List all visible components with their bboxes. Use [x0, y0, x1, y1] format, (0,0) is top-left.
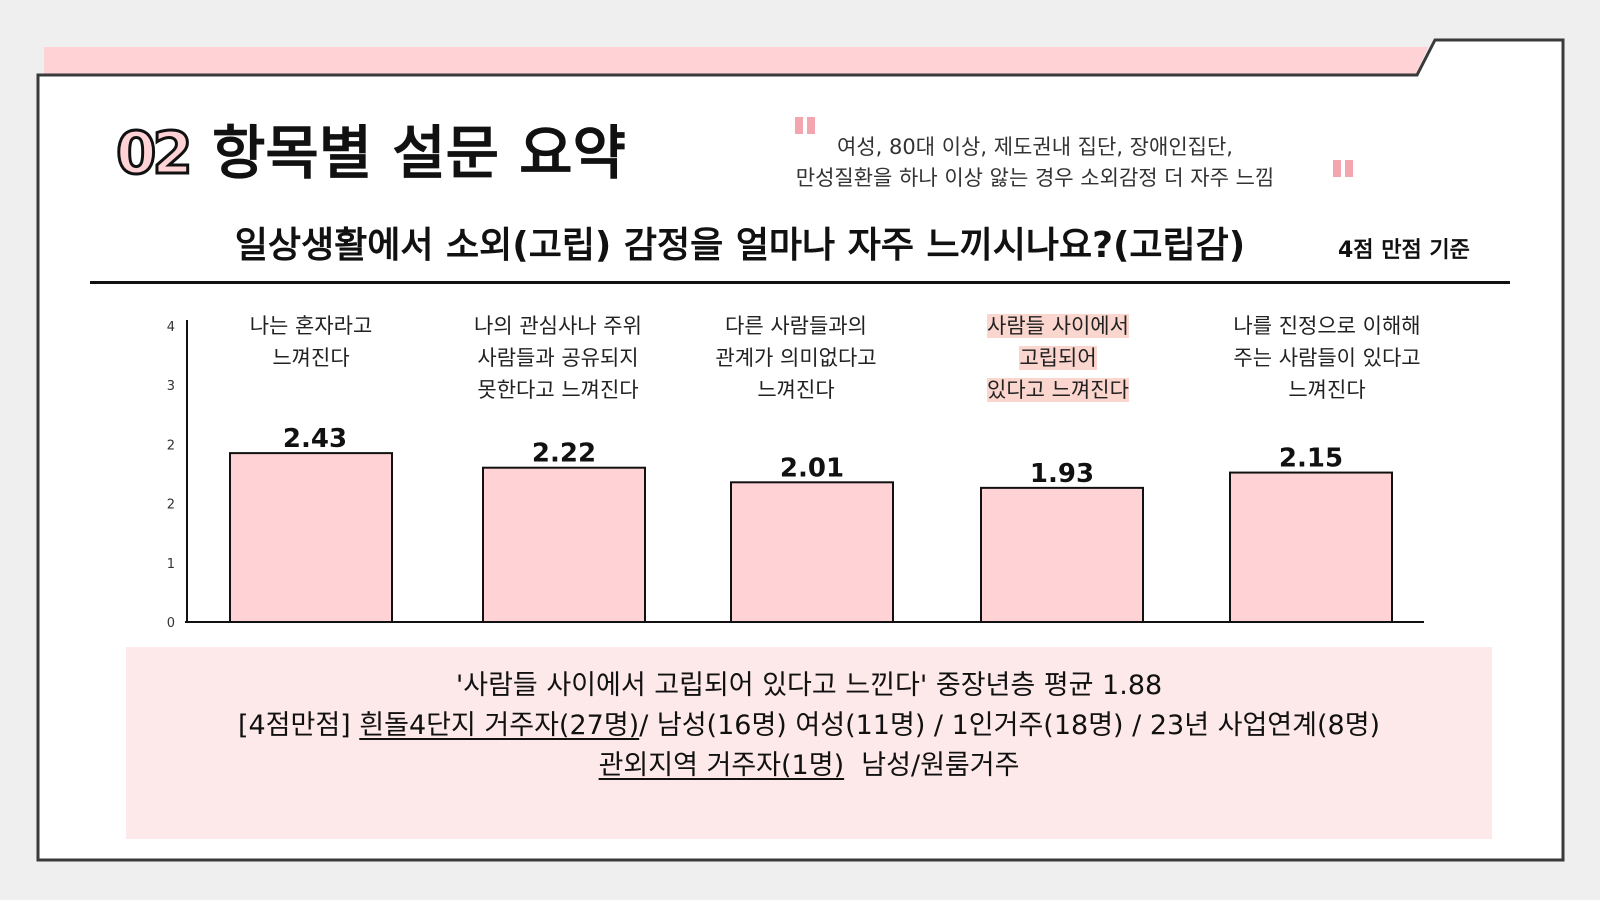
note-line-2: [4점만점] 흰돌4단지 거주자(27명)/ 남성(16명) 여성(11명) /…: [126, 706, 1492, 746]
category-label-line: 느껴진다: [757, 378, 835, 402]
y-tick-label: 4: [167, 320, 175, 335]
quote-line: 만성질환을 하나 이상 앓는 경우 소외감정 더 자주 느낌: [795, 166, 1275, 190]
note-prefix: [4점만점]: [237, 710, 360, 741]
note-underlined: 흰돌4단지 거주자(27명): [359, 710, 640, 741]
note-box: [126, 647, 1492, 839]
summary-quote: 여성, 80대 이상, 제도권내 집단, 장애인집단, 만성질환을 하나 이상 …: [740, 132, 1330, 194]
category-label-line: 나를 진정으로 이해해: [1233, 314, 1421, 338]
quote-close-mark: [1345, 160, 1353, 177]
page-title: 항목별 설문 요약: [212, 119, 626, 187]
y-tick-label: 1: [167, 557, 175, 572]
category-label-line: 느껴진다: [272, 346, 350, 370]
note-line-3: 관외지역 거주자(1명) 남성/원룸거주: [126, 746, 1492, 786]
category-label-highlighted: 사람들 사이에서 고립되어 있다고 느껴진다: [938, 310, 1178, 406]
section-number: 02: [115, 118, 195, 189]
category-label-line: 주는 사람들이 있다고: [1233, 346, 1421, 370]
note-detail: 남성/원룸거주: [844, 750, 1020, 781]
y-tick-label: 3: [167, 379, 175, 394]
category-label: 나를 진정으로 이해해 주는 사람들이 있다고 느껴진다: [1207, 310, 1447, 406]
bar-value-label: 2.15: [1279, 444, 1343, 474]
category-label-line: 사람들 사이에서: [987, 314, 1129, 338]
survey-question: 일상생활에서 소외(고립) 감정을 얼마나 자주 느끼시나요?(고립감): [234, 225, 1246, 266]
category-label: 나는 혼자라고 느껴진다: [191, 310, 431, 374]
bar-value-label: 2.22: [532, 439, 596, 469]
quote-line: 여성, 80대 이상, 제도권내 집단, 장애인집단,: [837, 135, 1233, 159]
y-tick-label: 2: [167, 498, 175, 513]
note-underlined: 관외지역 거주자(1명): [598, 750, 845, 781]
quote-open-mark: [795, 117, 803, 134]
category-label-line: 관계가 의미없다고: [715, 346, 877, 370]
bar: [482, 466, 646, 623]
category-label-line: 사람들과 공유되지: [477, 346, 639, 370]
accent-strip: [44, 47, 1428, 75]
category-label-line: 있다고 느껴진다: [987, 378, 1129, 402]
quote-close-mark: [1333, 160, 1341, 177]
y-tick-label: 0: [167, 616, 175, 631]
note-line-1: '사람들 사이에서 고립되어 있다고 느낀다' 중장년층 평균 1.88: [455, 670, 1163, 701]
bar-value-label: 2.43: [283, 424, 347, 454]
category-label-line: 못한다고 느껴진다: [477, 378, 639, 402]
score-basis: 4점 만점 기준: [1338, 238, 1470, 263]
bar-value-label: 1.93: [1030, 459, 1094, 489]
category-label-line: 나는 혼자라고: [249, 314, 373, 338]
category-label-line: 느껴진다: [1288, 378, 1366, 402]
category-label-line: 고립되어: [1019, 346, 1097, 370]
category-label: 다른 사람들과의 관계가 의미없다고 느껴진다: [676, 310, 916, 406]
category-label-line: 다른 사람들과의: [725, 314, 867, 338]
bar: [980, 486, 1144, 623]
y-tick-label: 2: [167, 438, 175, 453]
bar: [229, 452, 393, 623]
bar: [1229, 471, 1393, 624]
note-detail: / 남성(16명) 여성(11명) / 1인거주(18명) / 23년 사업연계…: [639, 710, 1381, 741]
title-divider: [90, 281, 1510, 284]
category-label: 나의 관심사나 주위 사람들과 공유되지 못한다고 느껴진다: [438, 310, 678, 406]
bar: [730, 481, 894, 623]
category-label-line: 나의 관심사나 주위: [474, 314, 642, 338]
quote-open-mark: [807, 117, 815, 134]
bar-value-label: 2.01: [780, 453, 844, 483]
